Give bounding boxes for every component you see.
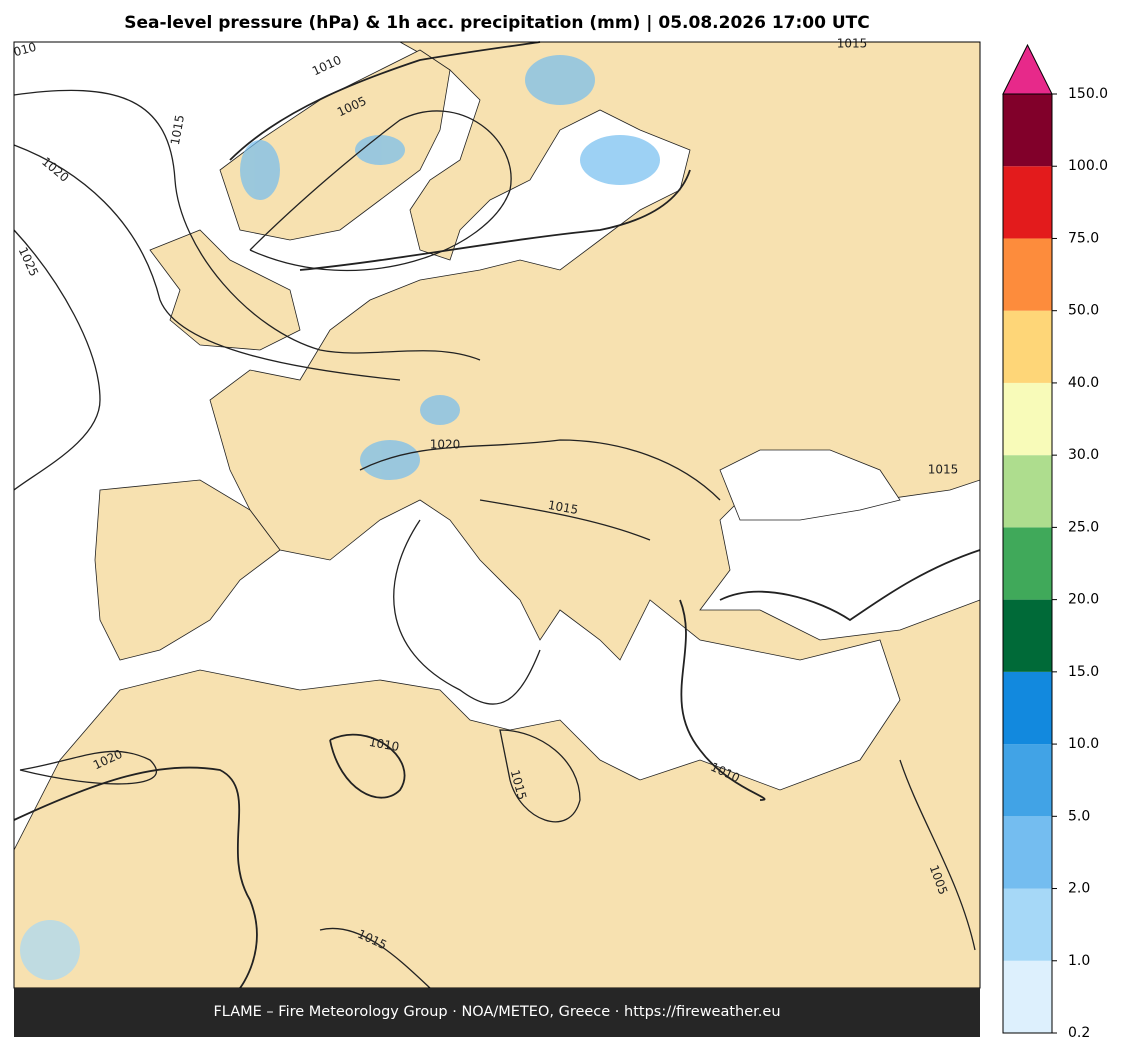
colorbar-band [1003,960,1052,1033]
contour-label: 1015 [168,114,187,147]
colorbar-band [1003,166,1052,239]
continent [13,41,981,989]
colorbar-tick-label: 10.0 [1068,736,1099,752]
contour-label: 1015 [837,37,868,51]
colorbar-tick-label: 0.2 [1068,1025,1090,1041]
colorbar-extend [1002,43,1053,95]
colorbar-band [1003,888,1052,961]
colorbar-tick-label: 25.0 [1068,519,1099,535]
black-sea [719,449,901,521]
footer-band [14,988,980,1037]
isobars [13,41,981,989]
colorbar-tick-label: 20.0 [1068,592,1099,608]
colorbar-tick-label: 5.0 [1068,808,1090,824]
colorbar-tick-label: 30.0 [1068,447,1099,463]
colorbar-tick-label: 75.0 [1068,230,1099,246]
colorbar-band [1003,816,1052,889]
colorbar-band [1003,310,1052,383]
precipitation [20,55,660,980]
contour-label: 1020 [430,438,461,452]
colorbar: 0.2 1.0 2.0 5.0 10.0 15.0 20.0 25.0 30.0 40.0 50.0… [1002,43,1108,1041]
colorbar-tick-label: 2.0 [1068,881,1090,897]
colorbar-band [1003,671,1052,745]
title: Sea-level pressure (hPa) & 1h acc. preci… [124,13,870,33]
colorbar-tick-label: 15.0 [1068,664,1099,680]
colorbar-band [1003,238,1052,311]
colorbar-band [1003,94,1052,167]
colorbar-tick-label: 40.0 [1068,375,1099,391]
contour-label: 010 [12,40,38,59]
land [13,41,981,989]
colorbar-band [1003,744,1052,817]
map: 0101010100510151020102510151020101510151… [12,37,981,989]
colorbar-tick-label: 100.0 [1068,158,1108,174]
footer: FLAME – Fire Meteorology Group · NOA/MET… [213,1004,780,1020]
contour-label: 1010 [368,735,401,754]
colorbar-band [1003,455,1052,528]
colorbar-tick-label: 1.0 [1068,953,1090,969]
colorbar-frame [1002,93,1053,1034]
colorbar-band [1003,382,1052,456]
colorbar-band [1003,527,1052,600]
colorbar-tick-label: 50.0 [1068,303,1099,319]
colorbar-tick-label: 150.0 [1068,86,1108,102]
colorbar-band [1003,599,1052,672]
contour-label: 1015 [547,498,580,517]
iberia [94,479,281,661]
contour-label: 1015 [928,463,959,477]
